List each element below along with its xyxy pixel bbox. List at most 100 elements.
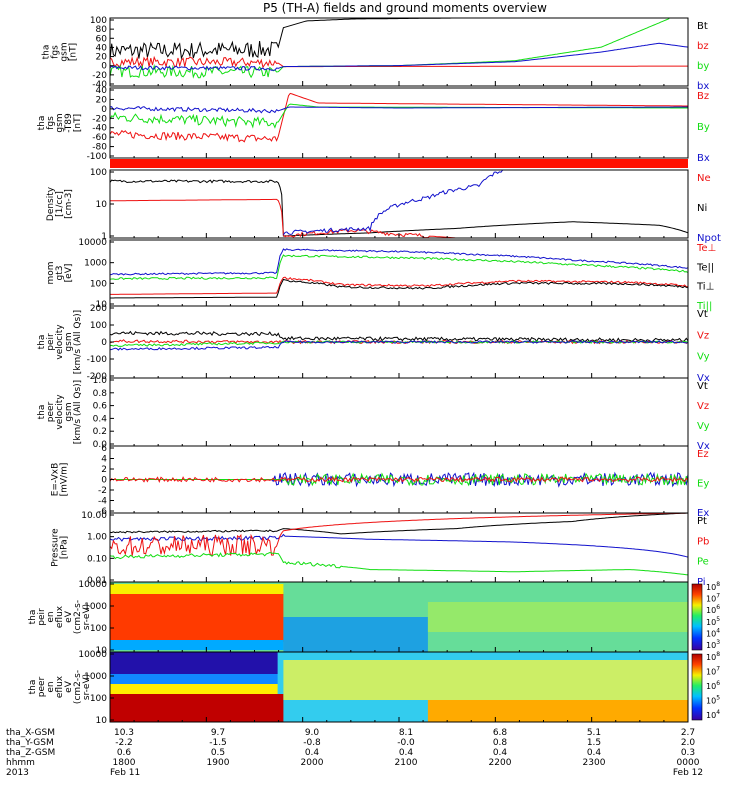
y-axis-label: Pressure[nPa] xyxy=(51,528,70,567)
y-axis-label-line: -T89 xyxy=(64,113,74,133)
y-tick-label: -2 xyxy=(98,486,107,496)
y-axis-label-line: eflux xyxy=(55,605,65,628)
y-tick-label: 100 xyxy=(90,624,107,634)
ephemeris-value: 0.5 xyxy=(211,748,225,758)
y-axis-label-line: tha xyxy=(37,335,47,350)
y-axis-label-line: [km/s (All Qs)] xyxy=(73,310,83,374)
series-fgs_pert-Bx xyxy=(109,106,688,114)
y-tick-label: 10000 xyxy=(78,650,107,660)
y-axis-label-line: tha xyxy=(37,405,47,420)
y-tick-label: 10 xyxy=(96,300,108,310)
legend-entry: Te|| xyxy=(696,262,714,273)
legend-entry: Vt xyxy=(697,309,708,320)
ephemeris-value: 9.7 xyxy=(211,728,225,738)
y-tick-label: -100 xyxy=(87,152,108,162)
y-tick-label: -40 xyxy=(92,80,107,90)
y-tick-label: 0.10 xyxy=(87,554,107,564)
y-axis-label: thapeerenefluxeV(cm2-s-sr-eV) xyxy=(28,670,92,704)
date-start: Feb 11 xyxy=(110,768,140,778)
legend-entry: Vz xyxy=(697,330,709,341)
series-pressure-Pi xyxy=(109,533,689,558)
y-tick-label: -60 xyxy=(92,133,107,143)
colorbar-label: 108 xyxy=(706,581,720,592)
y-axis-label-line: gsm xyxy=(60,42,70,61)
spectrogram-yellow-patch xyxy=(427,602,688,632)
spectrogram-peir_spec xyxy=(110,582,688,652)
y-axis-label: E=-VxB[mV/m] xyxy=(51,463,70,497)
ephemeris-value: 8.1 xyxy=(399,728,413,738)
colorbar-label: 105 xyxy=(706,616,720,627)
colorbar-label: 106 xyxy=(706,680,720,691)
panel-peir_vel: Vt Vz Vy Vx 200 100 0 -100 -200 thapeirvelocitygs… xyxy=(37,304,710,384)
y-tick-label: 0 xyxy=(101,338,107,348)
y-tick-label: 1000 xyxy=(84,672,107,682)
y-tick-label: 20 xyxy=(96,95,108,105)
ephemeris-value: 1.5 xyxy=(587,738,601,748)
colorbar-label: 104 xyxy=(706,709,720,720)
y-axis-label-line: eV xyxy=(64,610,74,623)
series-peir_vel-Vx xyxy=(109,340,688,351)
panel-density: Ne Ni Npot 100 10 1 Density[1/cc][cm-3] xyxy=(46,168,721,244)
y-tick-label: 100 xyxy=(90,279,107,289)
ephemeris-value: 9.0 xyxy=(305,728,320,738)
ephemeris-value: 0.8 xyxy=(493,738,508,748)
spectrogram-low-band xyxy=(110,640,284,650)
legend-entry: Vy xyxy=(697,421,710,432)
legend-entry: Te⊥ xyxy=(696,243,716,254)
y-axis-label-line: en xyxy=(46,611,56,622)
y-tick-label: 100 xyxy=(90,321,107,331)
y-axis-label-line: [km/s (All Qs)] xyxy=(73,380,83,444)
legend-entry: Vz xyxy=(697,401,709,412)
series-pressure-Pt xyxy=(109,512,689,535)
colorbar-label: 104 xyxy=(706,627,720,638)
panel-frame xyxy=(109,87,689,159)
y-axis-label-line: (cm2-s- xyxy=(73,600,83,634)
y-axis-label: thapeirenefluxeV(cm2-s-sr-eV) xyxy=(28,600,92,634)
y-tick-label: -20 xyxy=(92,114,107,124)
y-tick-label: 2 xyxy=(101,465,107,475)
y-tick-label: 1 xyxy=(101,232,107,242)
ephemeris-value: -1.5 xyxy=(209,738,227,748)
series-pressure-Pb xyxy=(109,512,688,557)
legend-entry: Ey xyxy=(697,479,709,490)
y-axis-label-line: [1/cc] xyxy=(55,191,65,217)
panel-separator-band xyxy=(110,159,688,168)
y-tick-label: 0.8 xyxy=(93,389,108,399)
y-axis-label-line: peer xyxy=(37,676,47,697)
y-tick-label: 0.6 xyxy=(93,402,108,412)
series-fgs-Bt xyxy=(109,17,688,60)
legend-entry: Bx xyxy=(697,153,710,164)
ephemeris-value: 0.4 xyxy=(587,748,602,758)
y-tick-label: 10 xyxy=(96,646,108,656)
y-tick-label: 10.00 xyxy=(81,511,107,521)
y-tick-label: 40 xyxy=(96,43,108,53)
y-axis-label-line: E=-VxB xyxy=(51,463,61,497)
panel-frame xyxy=(109,239,689,307)
legend-entry: Vt xyxy=(697,381,708,392)
colorbar-label: 108 xyxy=(706,651,720,662)
ephemeris-value: 2200 xyxy=(489,758,512,768)
legend-entry: Pi xyxy=(697,577,706,588)
page-title: P5 (TH-A) fields and ground moments over… xyxy=(263,1,547,15)
ephemeris-value: 0.4 xyxy=(493,748,508,758)
y-axis-label-line: sr-eV) xyxy=(82,604,92,630)
y-axis-label-line: tha xyxy=(28,680,38,695)
series-fgs-bx xyxy=(109,42,689,71)
y-tick-label: 0.2 xyxy=(93,427,107,437)
y-axis-label-line: peir xyxy=(46,333,56,351)
spectrogram-blue-patch xyxy=(283,617,428,652)
y-axis-label: Density[1/cc][cm-3] xyxy=(46,186,74,221)
ephemeris-value: 0.6 xyxy=(117,748,132,758)
legend-entry: Npot xyxy=(697,233,721,244)
legend-entry: Vy xyxy=(697,352,710,363)
y-tick-label: 0 xyxy=(101,105,107,115)
legend-entry: Pt xyxy=(697,516,707,527)
spectrogram-blue-band xyxy=(110,674,278,684)
y-tick-label: 80 xyxy=(96,25,108,35)
y-axis-label-line: velocity xyxy=(55,394,65,430)
spectrogram-yellow-patch xyxy=(283,660,688,700)
ephemeris-value: -0.8 xyxy=(303,738,321,748)
ephemeris-value: 0000 xyxy=(677,758,700,768)
legend-entry: Ti⊥ xyxy=(696,282,714,293)
